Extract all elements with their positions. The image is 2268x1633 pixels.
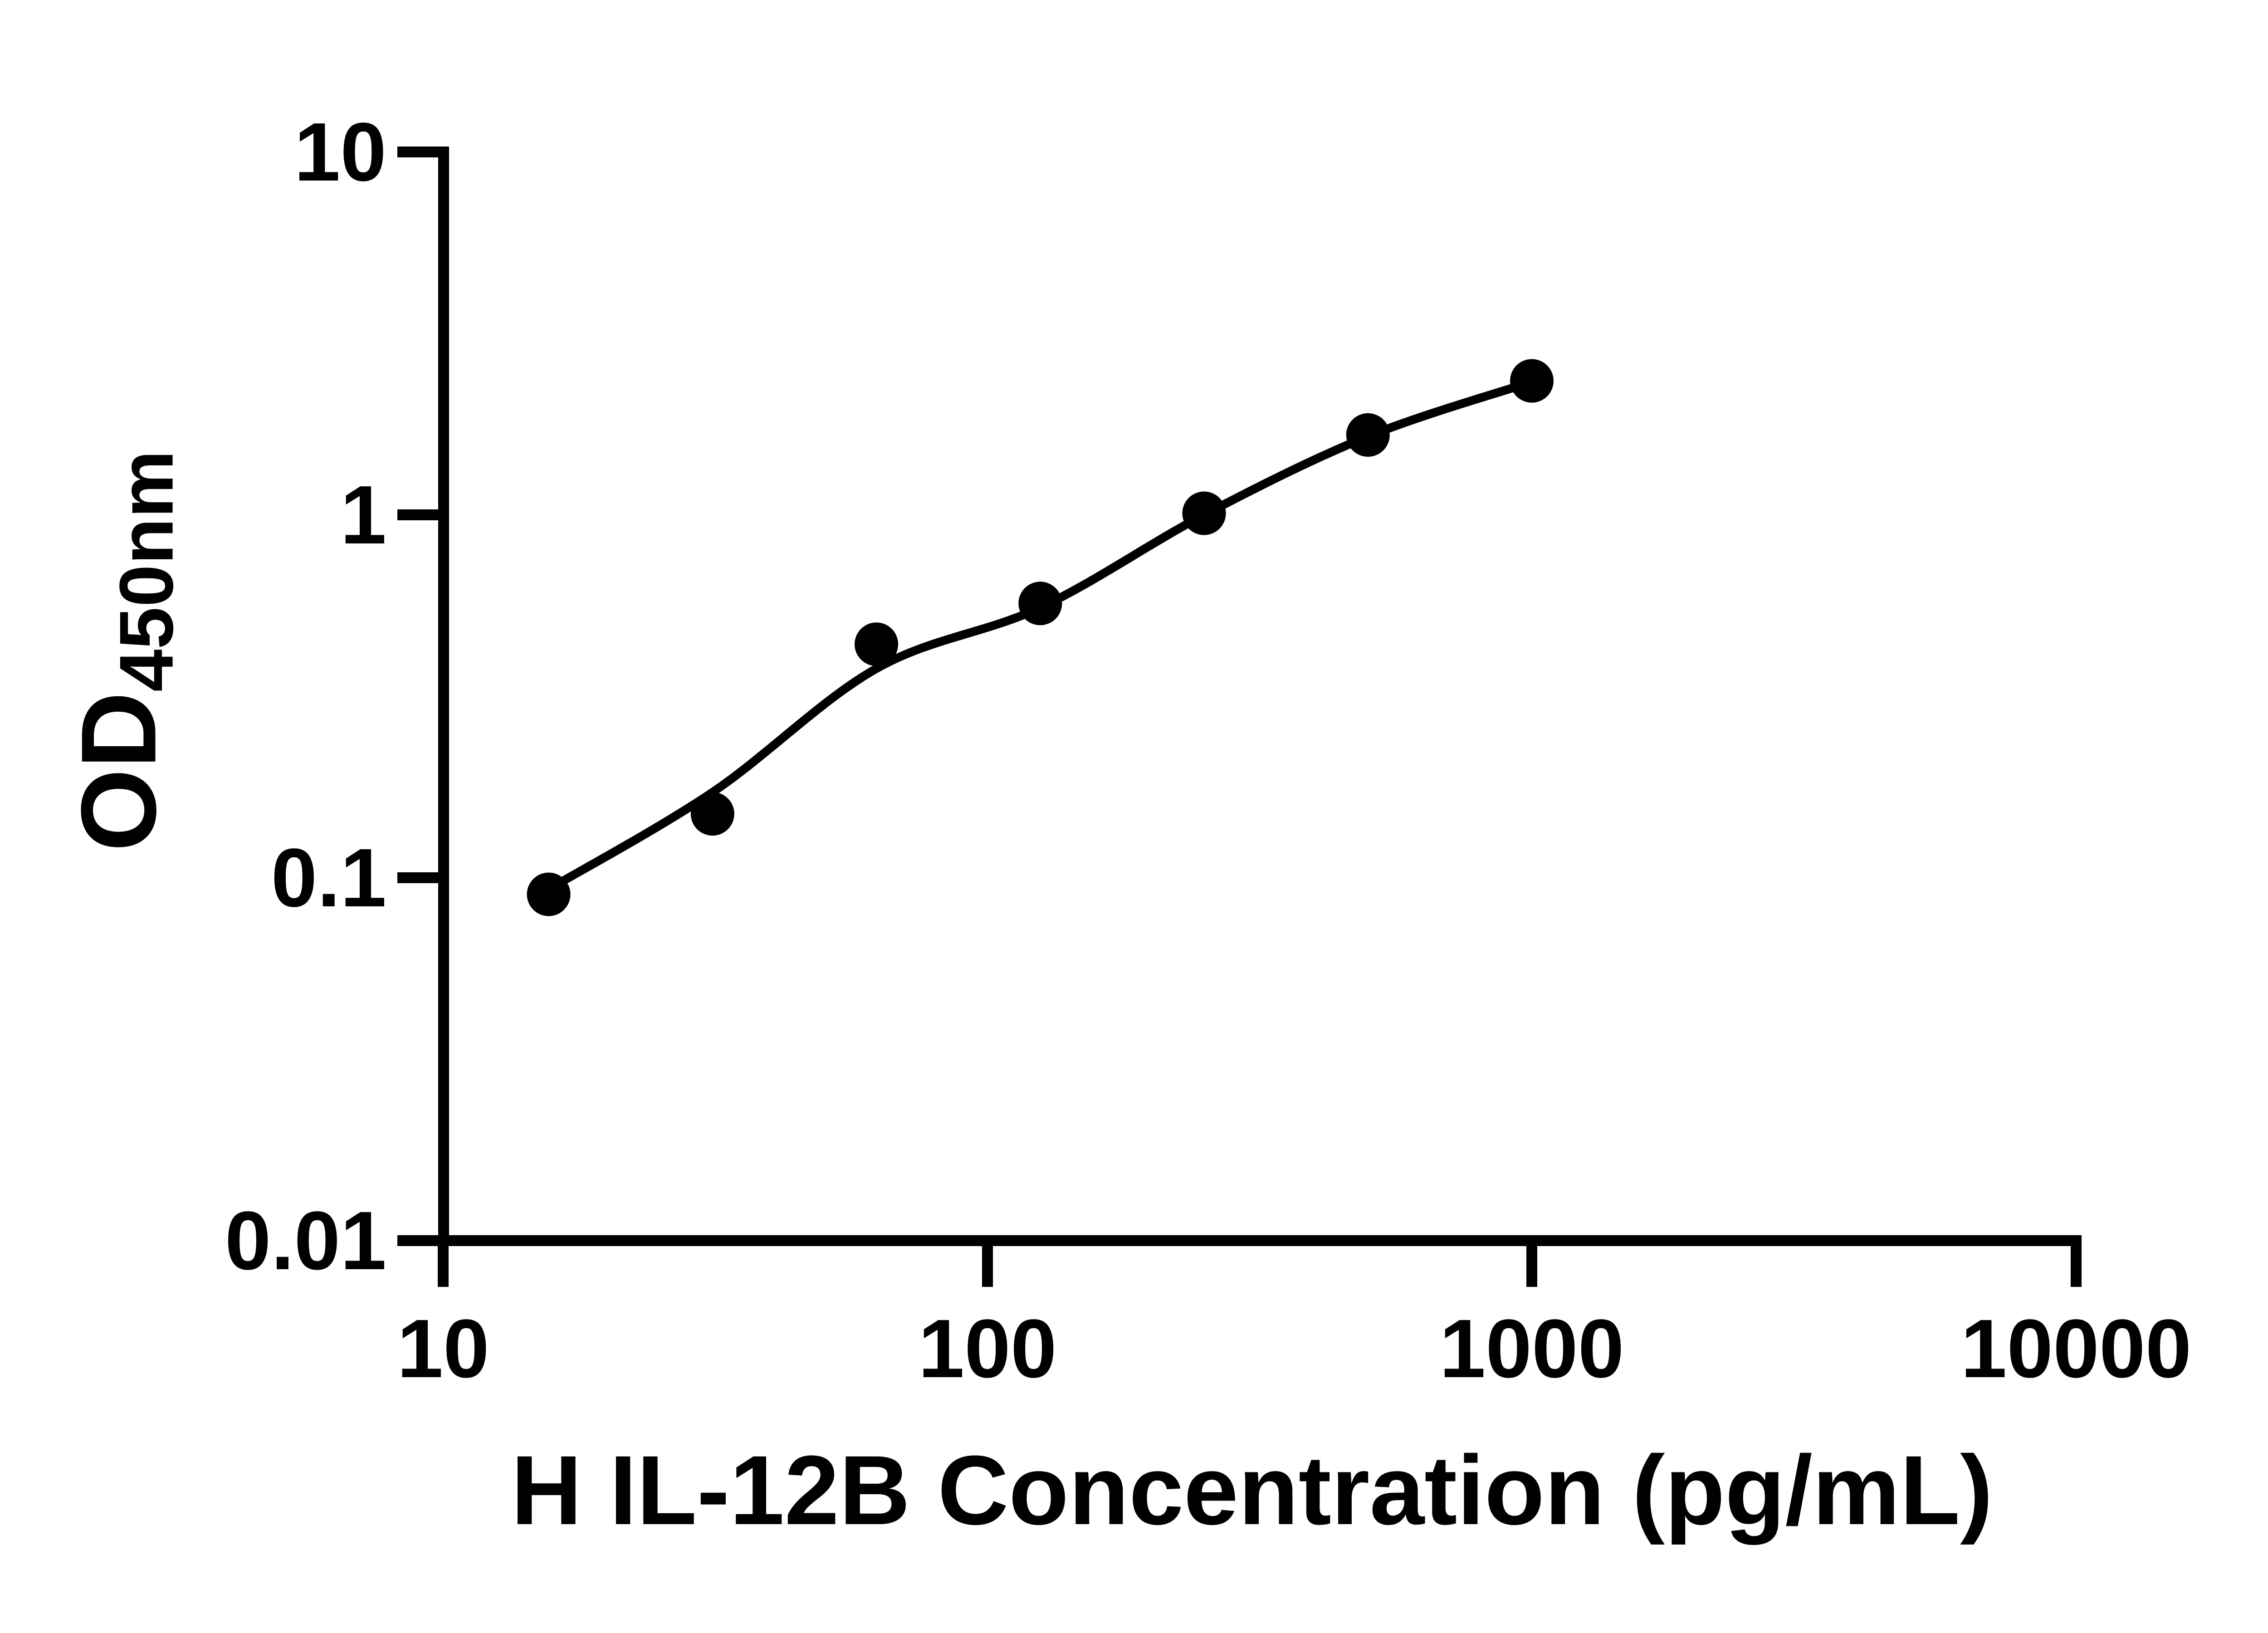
y-axis-title-main: OD	[59, 691, 178, 852]
data-point-marker	[527, 872, 571, 916]
x-axis-title: H IL-12B Concentration (pg/mL)	[511, 1435, 1993, 1545]
y-axis-title-subscript: 450nm	[103, 450, 189, 692]
x-tick-label: 10	[397, 1302, 489, 1395]
data-point-marker	[1346, 413, 1390, 457]
data-point-marker	[855, 622, 899, 666]
data-points	[527, 359, 1554, 916]
axes	[397, 147, 2082, 1287]
y-tick-label: 0.1	[271, 831, 386, 924]
y-tick-label: 10	[294, 105, 386, 198]
data-point-marker	[1018, 582, 1062, 626]
x-tick-label: 100	[918, 1302, 1057, 1395]
data-point-marker	[1510, 359, 1554, 403]
x-tick-label: 1000	[1439, 1302, 1624, 1395]
y-tick-label: 0.01	[225, 1194, 386, 1287]
x-tick-label: 10000	[1960, 1302, 2192, 1395]
data-point-marker	[1182, 491, 1226, 535]
y-tick-label: 1	[340, 468, 386, 561]
data-point-marker	[690, 792, 734, 836]
y-axis-title: OD450nm	[53, 450, 220, 852]
